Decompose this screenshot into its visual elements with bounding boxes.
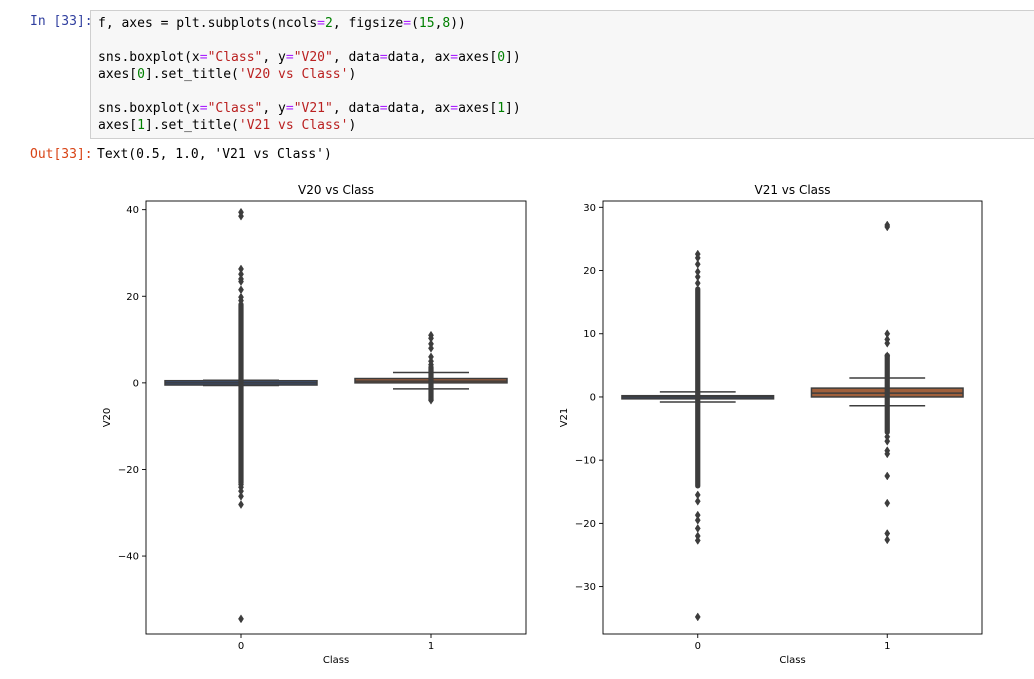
outlier-band — [238, 301, 244, 486]
outlier-point — [694, 490, 701, 500]
code-line: axes[1].set_title('V21 vs Class') — [98, 118, 357, 133]
outlier-point — [694, 249, 701, 259]
chart-v21: 30 20 10 0 −10 −20 −30 0 1 V21 vs Class Class V21 — [559, 183, 983, 666]
outlier-band — [884, 352, 890, 435]
outlier-point — [238, 614, 244, 624]
chart-title: V20 vs Class — [298, 183, 374, 197]
code-line: sns.boxplot(x="Class", y="V21", data=dat… — [98, 101, 521, 116]
outlier-point — [428, 395, 434, 405]
outlier-point — [694, 531, 701, 541]
input-prompt: In [33]: — [30, 14, 93, 29]
outlier-point — [694, 515, 701, 525]
outlier-point — [694, 267, 701, 277]
outlier-point — [238, 482, 244, 492]
iqr-box — [354, 377, 508, 384]
iqr-box — [164, 379, 318, 386]
outlier-point — [238, 264, 244, 274]
code-line: f, axes = plt.subplots(ncols=2, figsize=… — [98, 16, 466, 31]
y-tick-label: −30 — [575, 582, 596, 593]
outlier-point — [428, 360, 434, 370]
y-tick-label: 0 — [133, 378, 139, 389]
code-line: axes[0].set_title('V20 vs Class') — [98, 67, 357, 82]
outlier-point — [884, 338, 891, 348]
outlier-point — [694, 278, 701, 288]
outlier-point — [694, 523, 701, 533]
outlier-point — [884, 436, 891, 446]
outlier-point — [884, 498, 891, 508]
outlier-point — [238, 486, 244, 496]
outlier-point — [884, 449, 891, 459]
iqr-box — [621, 394, 775, 400]
outlier-band — [428, 364, 434, 403]
y-axis-label: V20 — [102, 408, 113, 428]
iqr-box — [810, 387, 964, 398]
outlier-point — [884, 535, 891, 545]
x-tick-label: 1 — [428, 641, 434, 652]
outlier-point — [428, 330, 434, 340]
y-tick-label: 10 — [583, 329, 596, 340]
outlier-point — [238, 211, 244, 221]
outlier-band — [695, 286, 701, 489]
y-tick-label: 40 — [126, 205, 139, 216]
outlier-point — [884, 446, 891, 456]
y-tick-label: −10 — [575, 456, 596, 467]
outlier-point — [884, 471, 891, 481]
outlier-point — [428, 352, 434, 362]
x-tick-label: 1 — [884, 641, 890, 652]
outlier-point — [884, 334, 891, 344]
box-class-1 — [354, 330, 508, 405]
outlier-point — [238, 500, 244, 509]
outlier-point — [238, 277, 244, 286]
outlier-point — [884, 329, 891, 339]
outlier-point — [694, 510, 701, 520]
output-prompt: Out[33]: — [30, 147, 93, 162]
outlier-point — [428, 333, 434, 343]
outlier-point — [238, 274, 244, 284]
axes-frame — [145, 200, 527, 635]
y-tick-label: 20 — [126, 292, 139, 303]
box-class-0 — [621, 249, 775, 622]
outlier-point — [428, 339, 434, 349]
outlier-point — [238, 285, 244, 295]
axes-frame — [602, 200, 983, 635]
outlier-point — [884, 432, 891, 442]
code-line: sns.boxplot(x="Class", y="V20", data=dat… — [98, 50, 521, 65]
outlier-point — [238, 480, 244, 490]
chart-title: V21 vs Class — [754, 183, 830, 197]
y-tick-label: 20 — [583, 266, 596, 277]
outlier-point — [238, 269, 244, 279]
chart-v20: 40 20 0 −20 −40 0 1 V20 vs Class Class V20 — [102, 183, 527, 666]
outlier-point — [884, 351, 891, 361]
x-tick-label: 0 — [695, 641, 701, 652]
outlier-point — [238, 296, 244, 306]
x-tick-label: 0 — [238, 641, 244, 652]
outlier-point — [428, 343, 434, 353]
outlier-point — [884, 220, 891, 230]
x-axis-label: Class — [323, 655, 349, 666]
y-tick-label: −20 — [575, 519, 596, 530]
x-axis-label: Class — [779, 655, 805, 666]
outlier-point — [694, 612, 701, 622]
outlier-point — [884, 222, 891, 232]
outlier-point — [694, 253, 701, 263]
y-tick-label: −40 — [118, 552, 139, 563]
outlier-point — [694, 496, 701, 506]
cell-output-text: Text(0.5, 1.0, 'V21 vs Class') — [97, 147, 332, 162]
box-class-0 — [164, 207, 318, 624]
box-class-1 — [810, 220, 964, 545]
outlier-point — [238, 491, 244, 501]
y-tick-label: 30 — [583, 203, 596, 214]
outlier-point — [884, 529, 891, 538]
outlier-point — [428, 356, 434, 366]
outlier-point — [694, 535, 701, 545]
y-tick-label: −20 — [118, 465, 139, 476]
outlier-point — [238, 207, 244, 217]
outlier-point — [694, 259, 701, 269]
outlier-point — [238, 292, 244, 302]
y-axis-label: V21 — [559, 408, 570, 428]
outlier-point — [694, 272, 701, 282]
code-cell-input[interactable]: f, axes = plt.subplots(ncols=2, figsize=… — [90, 10, 1034, 139]
y-tick-label: 0 — [590, 392, 596, 403]
